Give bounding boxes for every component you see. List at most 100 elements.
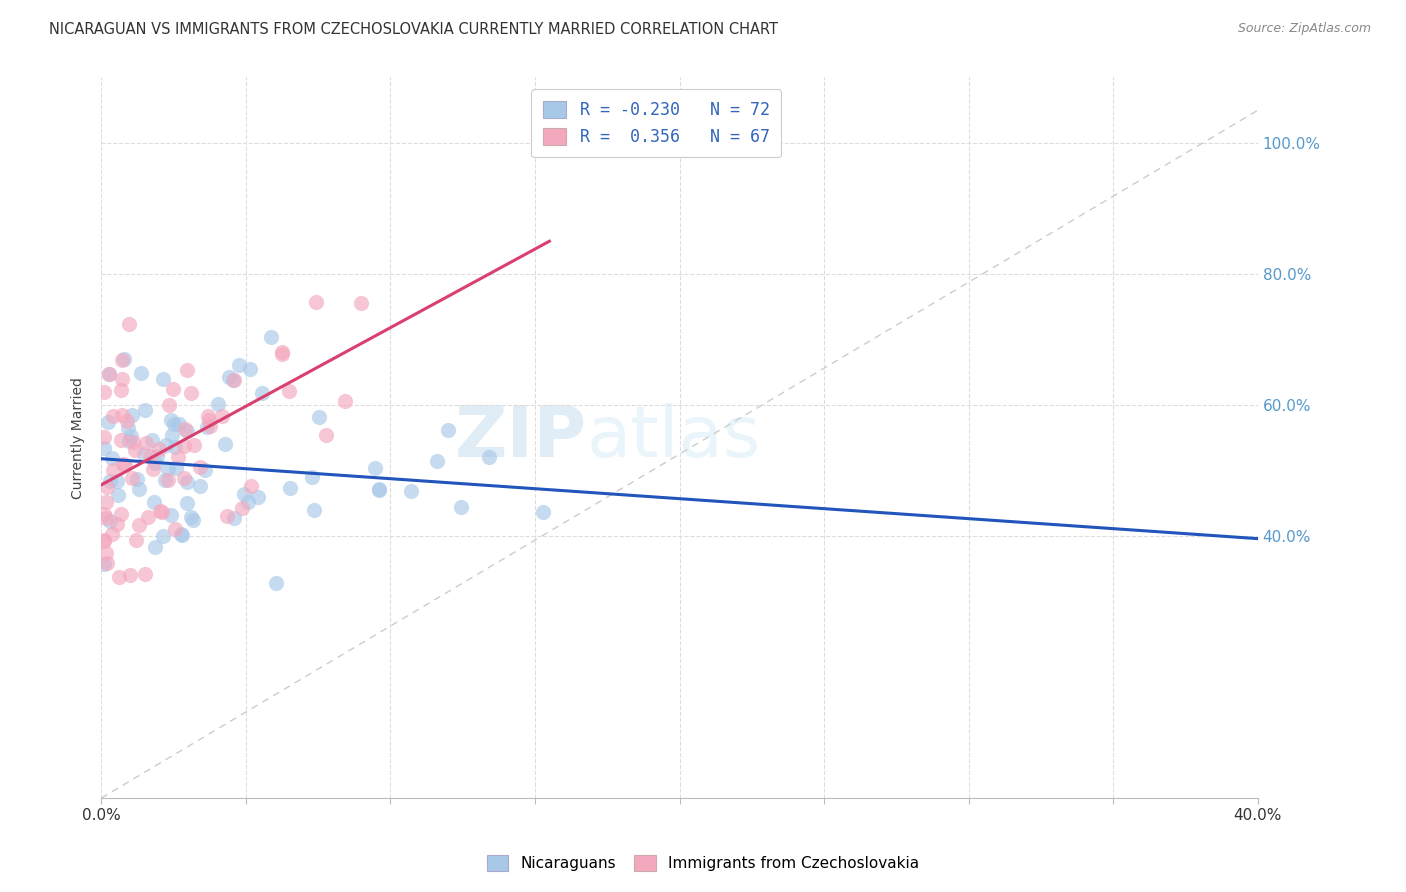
Point bbox=[110, 507, 132, 521]
Point bbox=[111, 372, 134, 386]
Point bbox=[238, 495, 260, 509]
Point bbox=[162, 383, 184, 397]
Point bbox=[165, 522, 187, 536]
Y-axis label: Currently Married: Currently Married bbox=[72, 376, 86, 499]
Text: atlas: atlas bbox=[586, 403, 762, 472]
Text: NICARAGUAN VS IMMIGRANTS FROM CZECHOSLOVAKIA CURRENTLY MARRIED CORRELATION CHART: NICARAGUAN VS IMMIGRANTS FROM CZECHOSLOV… bbox=[49, 22, 778, 37]
Point bbox=[198, 413, 221, 427]
Point bbox=[128, 518, 150, 533]
Point bbox=[198, 419, 221, 434]
Point bbox=[150, 505, 173, 519]
Point bbox=[94, 510, 117, 524]
Point bbox=[239, 361, 262, 376]
Point bbox=[233, 487, 256, 501]
Point bbox=[93, 430, 115, 444]
Point bbox=[100, 474, 122, 488]
Point bbox=[124, 442, 146, 457]
Point bbox=[152, 372, 174, 386]
Point bbox=[176, 496, 198, 510]
Point bbox=[531, 505, 554, 519]
Point bbox=[170, 527, 193, 541]
Point bbox=[222, 372, 245, 386]
Point bbox=[142, 461, 165, 475]
Point bbox=[118, 434, 141, 448]
Point bbox=[188, 478, 211, 492]
Point bbox=[155, 438, 177, 452]
Point bbox=[195, 420, 218, 434]
Point bbox=[132, 447, 155, 461]
Point bbox=[301, 469, 323, 483]
Text: ZIP: ZIP bbox=[454, 403, 586, 472]
Point bbox=[139, 449, 162, 463]
Point bbox=[157, 473, 180, 487]
Point bbox=[143, 456, 166, 470]
Point bbox=[107, 488, 129, 502]
Point bbox=[127, 472, 149, 486]
Point bbox=[101, 463, 124, 477]
Point bbox=[159, 413, 181, 427]
Point bbox=[239, 479, 262, 493]
Point bbox=[222, 374, 245, 388]
Point bbox=[305, 294, 328, 309]
Point bbox=[350, 295, 373, 310]
Point bbox=[173, 471, 195, 485]
Point bbox=[214, 437, 236, 451]
Point bbox=[112, 351, 135, 366]
Point bbox=[211, 409, 233, 423]
Point bbox=[98, 368, 121, 382]
Point bbox=[160, 508, 183, 522]
Point bbox=[163, 417, 186, 432]
Point bbox=[367, 483, 389, 497]
Point bbox=[96, 546, 118, 560]
Point bbox=[176, 475, 198, 490]
Point bbox=[134, 403, 156, 417]
Point bbox=[141, 433, 163, 447]
Point bbox=[110, 433, 132, 447]
Point bbox=[128, 482, 150, 496]
Point bbox=[156, 462, 179, 476]
Point bbox=[368, 483, 391, 498]
Point bbox=[250, 386, 273, 401]
Point bbox=[165, 461, 187, 475]
Point bbox=[190, 460, 212, 475]
Point bbox=[118, 318, 141, 332]
Point bbox=[98, 514, 121, 528]
Point bbox=[108, 570, 131, 584]
Point bbox=[118, 568, 141, 582]
Point bbox=[129, 366, 152, 380]
Point bbox=[222, 510, 245, 524]
Point bbox=[93, 508, 115, 522]
Point bbox=[170, 526, 193, 541]
Point bbox=[162, 428, 184, 442]
Point bbox=[134, 566, 156, 581]
Point bbox=[110, 383, 132, 397]
Point bbox=[94, 495, 117, 509]
Point bbox=[117, 421, 139, 435]
Point bbox=[197, 409, 219, 423]
Point bbox=[183, 438, 205, 452]
Point bbox=[437, 423, 460, 437]
Point bbox=[145, 449, 167, 463]
Point bbox=[174, 422, 197, 436]
Point bbox=[111, 457, 134, 471]
Point bbox=[96, 556, 118, 570]
Point bbox=[114, 458, 136, 473]
Point bbox=[173, 439, 195, 453]
Point bbox=[93, 385, 115, 400]
Point bbox=[315, 428, 337, 442]
Point bbox=[278, 384, 301, 399]
Point bbox=[93, 557, 115, 571]
Point bbox=[134, 436, 156, 450]
Point bbox=[266, 576, 288, 591]
Point bbox=[450, 500, 472, 514]
Point bbox=[138, 510, 160, 524]
Point bbox=[169, 417, 191, 432]
Point bbox=[165, 440, 187, 454]
Point bbox=[478, 450, 501, 464]
Point bbox=[207, 397, 229, 411]
Point bbox=[167, 450, 190, 464]
Point bbox=[93, 533, 115, 548]
Point bbox=[194, 463, 217, 477]
Point bbox=[228, 358, 250, 372]
Point bbox=[259, 330, 281, 344]
